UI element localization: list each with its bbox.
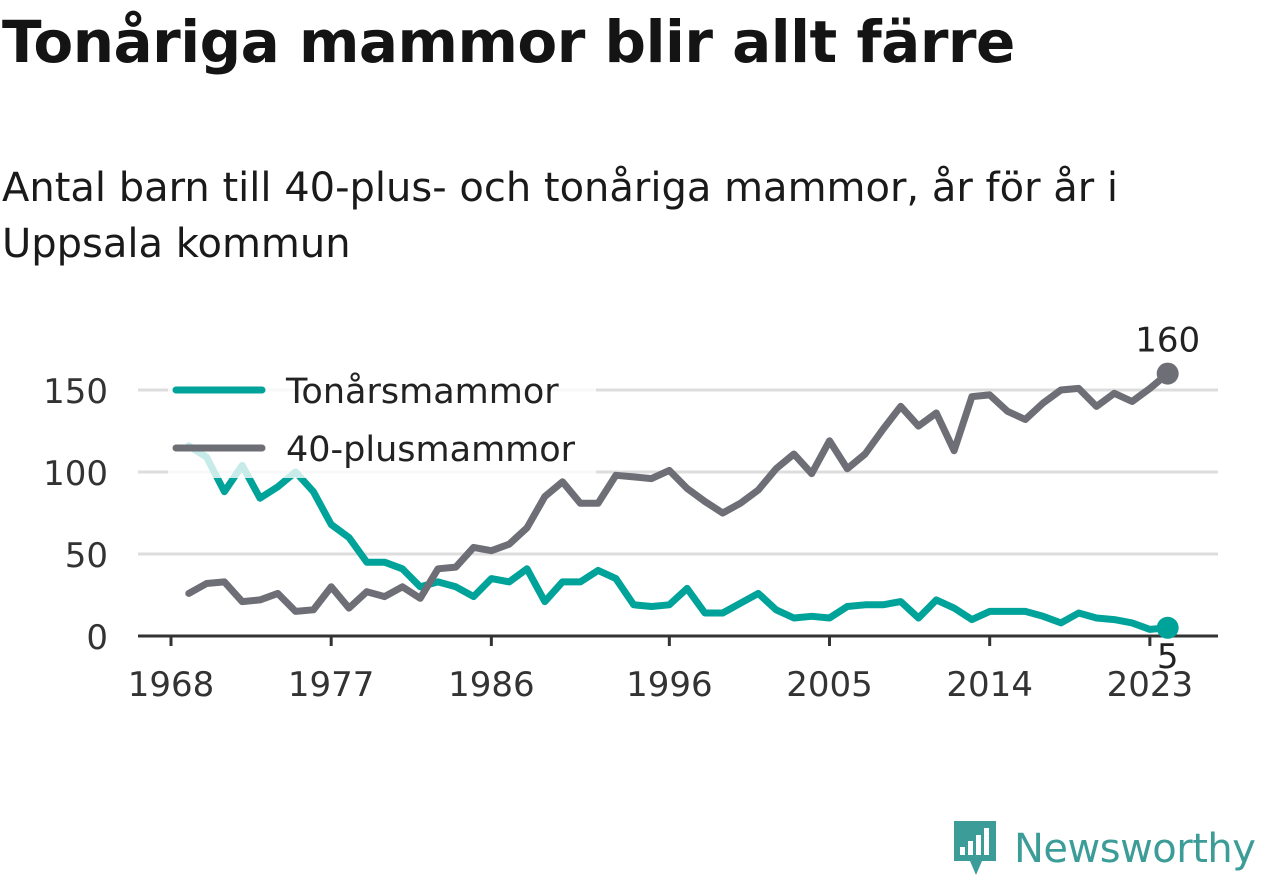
y-tick-label: 150: [43, 372, 108, 412]
legend-background: [168, 362, 596, 478]
x-tick-label: 1986: [448, 665, 535, 705]
line-chart: 0 50 100 150 1968 1977 1986 1996 2005 2014 2023 Ton…: [43, 321, 1218, 705]
y-tick-label: 0: [86, 618, 108, 658]
x-tick-label: 1977: [288, 665, 375, 705]
page-title: Tonåriga mammor blir allt färre: [2, 8, 1015, 76]
legend-label: 40-plusmammor: [286, 430, 576, 470]
end-value-label: 160: [1135, 321, 1200, 361]
brand-name: Newsworthy: [1014, 826, 1256, 872]
x-tick-label: 2005: [786, 665, 873, 705]
newsworthy-logo-icon: [954, 821, 996, 875]
brand: Newsworthy: [950, 818, 1256, 880]
x-tick-label: 2014: [946, 665, 1033, 705]
x-tick-label: 2023: [1107, 665, 1194, 705]
x-tick-label: 1968: [128, 665, 215, 705]
series-line-teen: [185, 442, 1172, 633]
x-tick-label: 1996: [626, 665, 713, 705]
series-line-forty: [185, 370, 1172, 615]
chart-subtitle: Antal barn till 40-plus- och tonåriga ma…: [2, 165, 1119, 267]
end-marker: [1156, 362, 1179, 385]
y-tick-label: 50: [65, 536, 108, 576]
end-value-label: 5: [1157, 637, 1179, 677]
end-marker: [1156, 616, 1179, 639]
y-tick-label: 100: [43, 454, 108, 494]
legend-label: Tonårsmammor: [285, 371, 559, 412]
